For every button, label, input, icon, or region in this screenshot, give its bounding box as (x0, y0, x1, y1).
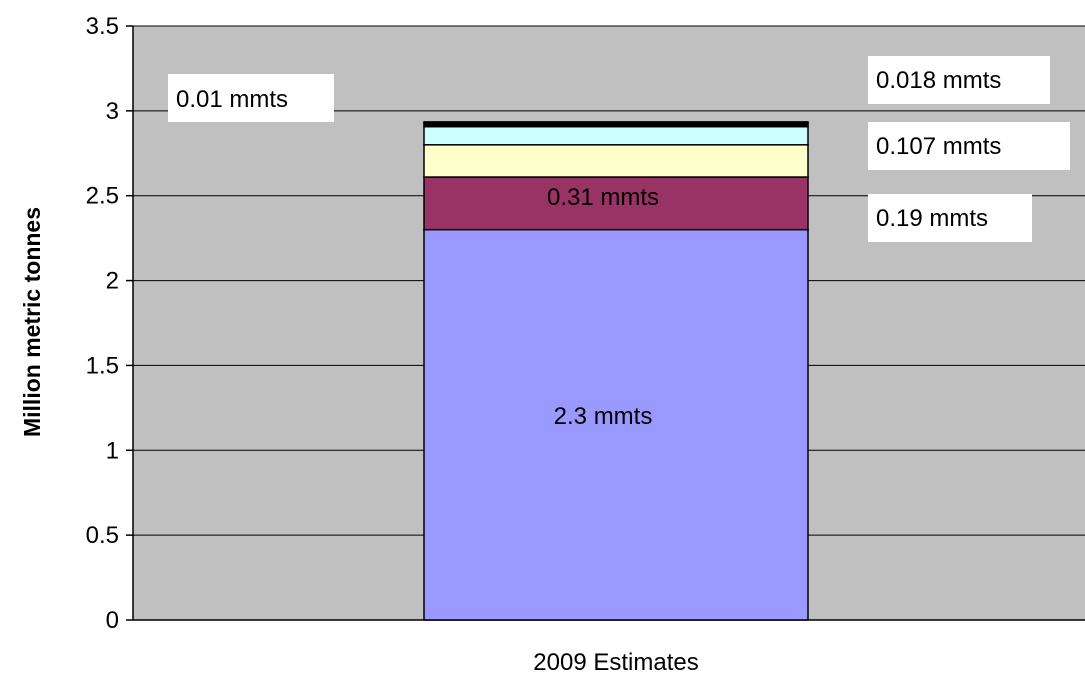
callout-0-018: 0.018 mmts (868, 56, 1050, 104)
y-tick-label: 3.5 (86, 13, 119, 40)
y-tick-label: 1 (106, 437, 119, 464)
x-category-label: 2009 Estimates (533, 649, 698, 676)
bar-segment-3 (423, 125, 809, 146)
callout-0-01: 0.01 mmts (168, 74, 334, 122)
y-tick-label: 1.5 (86, 352, 119, 379)
callout-0-107: 0.107 mmts (868, 122, 1070, 170)
y-axis-ticks: 0 0.5 1 1.5 2 2.5 3 3.5 (86, 13, 133, 634)
svg-text:0.107 mmts: 0.107 mmts (876, 133, 1001, 160)
bar-stack (423, 121, 809, 621)
bar-segment-0 (423, 228, 809, 621)
y-axis-title: Million metric tonnes (19, 207, 45, 437)
svg-text:0.018 mmts: 0.018 mmts (876, 67, 1001, 94)
y-tick-label: 2 (106, 268, 119, 295)
bar-segment-1 (423, 176, 809, 231)
y-tick-label: 3 (106, 98, 119, 125)
segment-label-2-3: 2.3 mmts (554, 403, 653, 430)
svg-text:0.19 mmts: 0.19 mmts (876, 205, 988, 232)
y-tick-label: 0 (106, 607, 119, 634)
svg-text:0.01 mmts: 0.01 mmts (176, 86, 288, 113)
segment-label-0-31: 0.31 mmts (547, 184, 659, 211)
y-tick-label: 2.5 (86, 183, 119, 210)
callout-0-19: 0.19 mmts (868, 194, 1032, 242)
bar-segment-2 (423, 144, 809, 178)
y-tick-label: 0.5 (86, 522, 119, 549)
bar-segment-5 (423, 121, 809, 125)
